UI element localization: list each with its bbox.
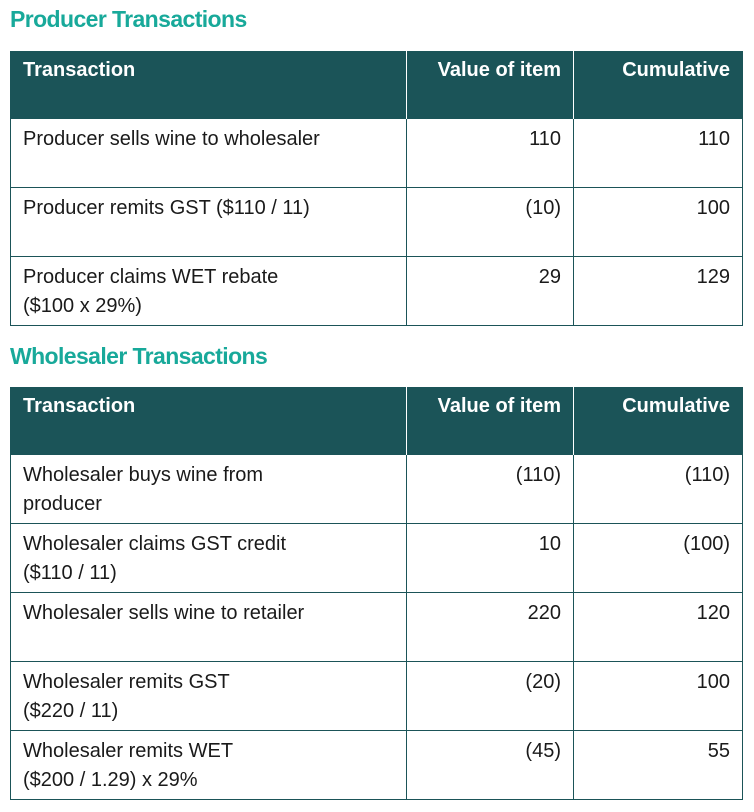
value-cell: 220 [406,591,574,662]
transaction-cell: Wholesaler buys wine from producer [10,453,407,524]
table-row: Wholesaler remits WET ($200 / 1.29) x 29… [10,729,743,800]
value-cell: 10 [406,522,574,593]
transaction-cell: Producer claims WET rebate ($100 x 29%) [10,255,407,326]
producer-transactions-table: Transaction Value of item Cumulative Pro… [10,51,743,326]
transaction-cell: Wholesaler remits GST ($220 / 11) [10,660,407,731]
cumulative-cell: (110) [573,453,743,524]
value-cell: (20) [406,660,574,731]
wholesaler-transactions-title: Wholesaler Transactions [10,343,268,369]
header-transaction: Transaction [10,51,407,118]
transaction-cell: Producer sells wine to wholesaler [10,117,407,188]
header-cumulative: Cumulative [573,387,743,454]
header-cumulative: Cumulative [573,51,743,118]
table-row: Producer claims WET rebate ($100 x 29%) … [10,255,743,326]
table-row: Wholesaler claims GST credit ($110 / 11)… [10,522,743,593]
value-cell: (45) [406,729,574,800]
cumulative-cell: 129 [573,255,743,326]
cumulative-cell: 100 [573,186,743,257]
transaction-cell: Wholesaler remits WET ($200 / 1.29) x 29… [10,729,407,800]
header-value-of-item: Value of item [406,51,574,118]
table-row: Producer remits GST ($110 / 11) (10) 100 [10,186,743,257]
table-row: Wholesaler remits GST ($220 / 11) (20) 1… [10,660,743,731]
table-row: Producer sells wine to wholesaler 110 11… [10,117,743,188]
table-row: Wholesaler buys wine from producer (110)… [10,453,743,524]
header-transaction: Transaction [10,387,407,454]
cumulative-cell: 55 [573,729,743,800]
transaction-cell: Producer remits GST ($110 / 11) [10,186,407,257]
value-cell: (10) [406,186,574,257]
producer-transactions-title: Producer Transactions [10,6,247,32]
cumulative-cell: (100) [573,522,743,593]
value-cell: (110) [406,453,574,524]
table-header-row: Transaction Value of item Cumulative [10,51,743,118]
cumulative-cell: 110 [573,117,743,188]
wholesaler-transactions-table: Transaction Value of item Cumulative Who… [10,387,743,800]
transaction-cell: Wholesaler sells wine to retailer [10,591,407,662]
value-cell: 110 [406,117,574,188]
header-value-of-item: Value of item [406,387,574,454]
cumulative-cell: 120 [573,591,743,662]
table-header-row: Transaction Value of item Cumulative [10,387,743,454]
transaction-cell: Wholesaler claims GST credit ($110 / 11) [10,522,407,593]
cumulative-cell: 100 [573,660,743,731]
value-cell: 29 [406,255,574,326]
table-row: Wholesaler sells wine to retailer 220 12… [10,591,743,662]
